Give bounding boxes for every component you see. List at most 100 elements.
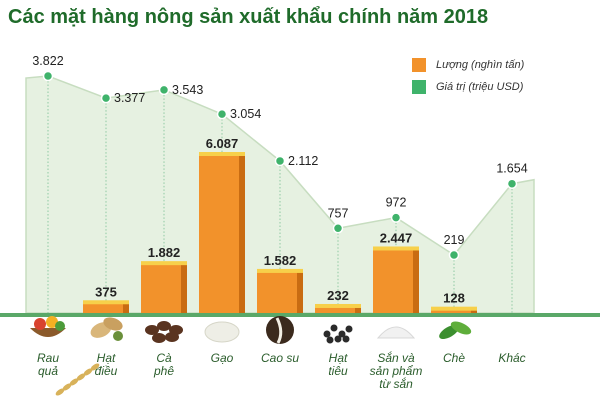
quantity-bar-top bbox=[141, 261, 187, 266]
wheat-grain bbox=[62, 383, 72, 391]
legend-label-quantity: Lượng (nghìn tấn) bbox=[436, 59, 525, 71]
category-label: Gạo bbox=[211, 351, 234, 365]
cashew-nut-icon bbox=[103, 317, 123, 331]
category-label: điều bbox=[95, 364, 118, 378]
quantity-bar-group: 375 bbox=[83, 284, 129, 313]
value-point bbox=[158, 84, 170, 96]
value-point bbox=[274, 155, 286, 167]
value-point bbox=[506, 178, 518, 189]
quantity-bar bbox=[431, 309, 477, 313]
pepper-icon bbox=[334, 335, 342, 343]
quantity-bar-group: 128 bbox=[431, 291, 477, 313]
quantity-bar-top bbox=[431, 306, 477, 311]
wheat-grain bbox=[76, 373, 86, 381]
value-label: 972 bbox=[386, 196, 407, 210]
coffee-bean-icon bbox=[145, 325, 159, 335]
quantity-bar-group: 1.882 bbox=[141, 245, 187, 313]
chart-legend: Lượng (nghìn tấn) Giá trị (triệu USD) bbox=[412, 54, 524, 98]
value-point bbox=[448, 249, 460, 261]
coffee-bean-icon bbox=[152, 333, 166, 343]
pepper-icon bbox=[345, 325, 353, 333]
quantity-bar-side bbox=[413, 249, 419, 313]
quantity-bar-group: 1.582 bbox=[257, 253, 303, 313]
chart-baseline bbox=[0, 313, 600, 317]
quantity-bar-top bbox=[257, 268, 303, 273]
category-label: Rau bbox=[37, 351, 59, 365]
quantity-bar-side bbox=[297, 271, 303, 313]
chart-title: Các mặt hàng nông sản xuất khẩu chính nă… bbox=[8, 6, 489, 28]
category-label: Cà bbox=[156, 351, 172, 365]
wheat-grain bbox=[90, 363, 100, 371]
quantity-bar-side bbox=[181, 264, 187, 313]
wheat-grain bbox=[69, 378, 79, 386]
legend-item-value: Giá trị (triệu USD) bbox=[412, 76, 524, 98]
pepper-icon bbox=[323, 330, 331, 338]
quantity-bar-side bbox=[471, 309, 477, 313]
coffee-bean-icon bbox=[165, 332, 179, 342]
cassava-flour-icon bbox=[376, 326, 416, 339]
quantity-label: 1.582 bbox=[264, 253, 297, 268]
vegetables-basket-icon bbox=[46, 316, 58, 328]
quantity-bar-side bbox=[239, 155, 245, 313]
rubber-latex-icon bbox=[275, 317, 283, 344]
value-point bbox=[332, 223, 344, 234]
value-point bbox=[100, 92, 112, 104]
value-point bbox=[216, 108, 228, 120]
quantity-label: 232 bbox=[327, 288, 349, 303]
value-label: 757 bbox=[328, 206, 349, 220]
wheat-grain bbox=[83, 368, 93, 376]
value-label: 1.654 bbox=[496, 162, 527, 176]
rice-grain-icon bbox=[204, 321, 240, 343]
legend-label-value: Giá trị (triệu USD) bbox=[436, 81, 524, 93]
value-label: 3.543 bbox=[172, 83, 203, 97]
quantity-label: 375 bbox=[95, 284, 117, 299]
value-point bbox=[390, 212, 402, 223]
quantity-bar bbox=[315, 306, 361, 313]
vegetables-basket-icon bbox=[55, 321, 65, 331]
tea-leaf-icon bbox=[450, 321, 472, 335]
category-label: từ sắn bbox=[379, 376, 413, 391]
quantity-label: 2.447 bbox=[380, 230, 413, 245]
category-label: Hạt bbox=[329, 351, 348, 365]
quantity-bar-side bbox=[355, 306, 361, 313]
value-label: 2.112 bbox=[288, 154, 318, 168]
value-label: 3.054 bbox=[230, 107, 261, 121]
category-label: Hạt bbox=[97, 351, 116, 365]
quantity-bar-group: 232 bbox=[315, 288, 361, 313]
quantity-bar bbox=[257, 271, 303, 313]
quantity-bar-top bbox=[83, 300, 129, 305]
value-label: 219 bbox=[444, 233, 465, 247]
category-9: Khác bbox=[498, 351, 525, 365]
wheat-decoration-icon bbox=[55, 363, 100, 396]
quantity-bar-top bbox=[373, 246, 419, 251]
quantity-label: 128 bbox=[443, 291, 465, 306]
category-label: Sắn và bbox=[377, 350, 415, 365]
quantity-bar bbox=[141, 264, 187, 313]
legend-swatch-quantity bbox=[412, 58, 426, 72]
vegetables-basket-icon bbox=[34, 318, 46, 330]
wheat-grain bbox=[55, 388, 65, 396]
category-label: Chè bbox=[443, 351, 465, 365]
quantity-bar-top bbox=[315, 303, 361, 308]
quantity-bar-group: 2.447 bbox=[373, 230, 419, 313]
quantity-bar-top bbox=[199, 152, 245, 156]
quantity-bar bbox=[199, 155, 245, 313]
category-4: Gạo bbox=[204, 321, 240, 365]
quantity-bar bbox=[373, 249, 419, 313]
cashew-nut-icon bbox=[113, 331, 123, 341]
category-label: sản phẩm bbox=[370, 364, 423, 378]
category-8: Chè bbox=[439, 321, 472, 365]
quantity-label: 6.087 bbox=[206, 136, 239, 151]
category-label: Cao su bbox=[261, 351, 299, 365]
legend-item-quantity: Lượng (nghìn tấn) bbox=[412, 54, 524, 76]
coffee-bean-icon bbox=[157, 321, 171, 331]
value-point bbox=[42, 70, 54, 82]
value-label: 3.822 bbox=[32, 54, 63, 68]
